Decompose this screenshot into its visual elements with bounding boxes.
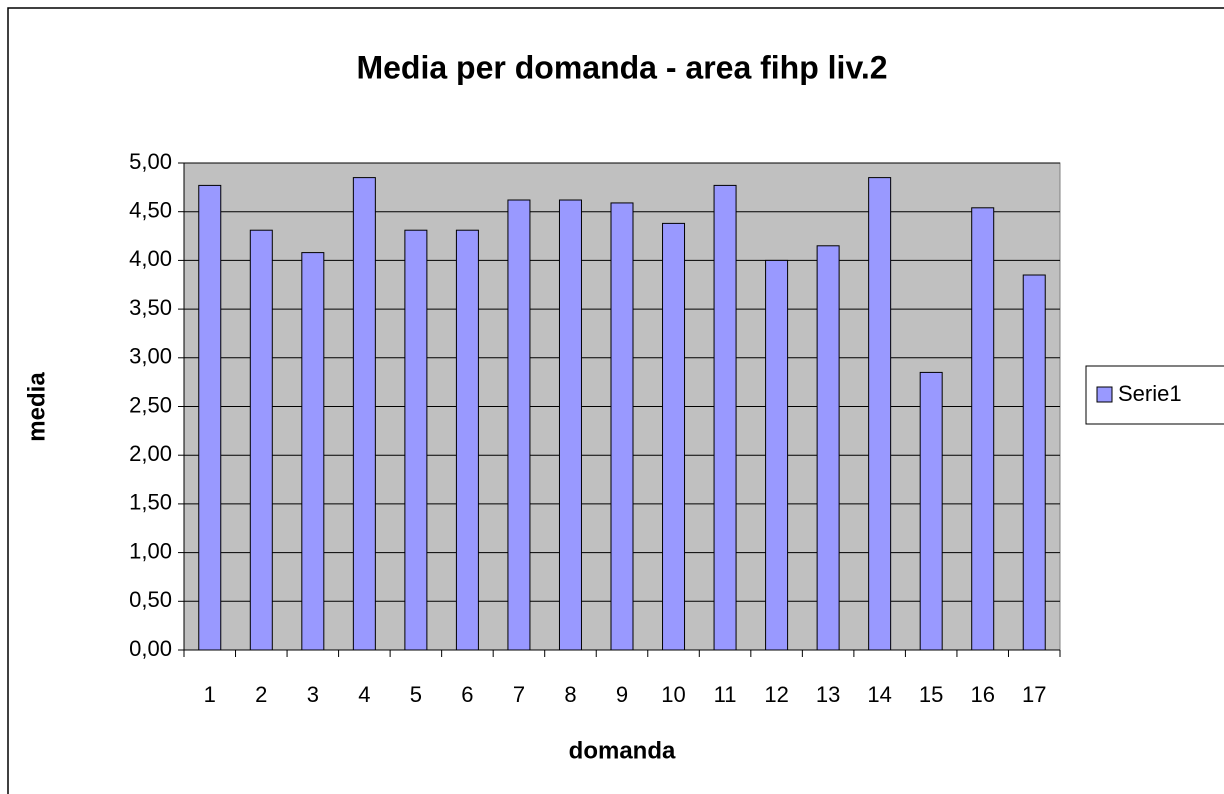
x-axis-label: domanda — [569, 737, 676, 764]
x-tick-label: 3 — [307, 682, 319, 707]
bar — [713, 184, 737, 651]
x-tick-label: 4 — [358, 682, 370, 707]
y-tick-label: 0,00 — [129, 636, 172, 661]
y-tick-label: 1,00 — [129, 538, 172, 563]
y-tick-label: 3,00 — [129, 344, 172, 369]
y-tick-label: 0,50 — [129, 587, 172, 612]
y-tick-label: 1,50 — [129, 490, 172, 515]
chart-title: Media per domanda - area fihp liv.2 — [356, 49, 887, 85]
x-tick-label: 8 — [564, 682, 576, 707]
bar — [816, 245, 840, 651]
bar — [971, 207, 995, 651]
y-tick-label: 4,00 — [129, 246, 172, 271]
x-tick-label: 1 — [204, 682, 216, 707]
y-tick-label: 2,50 — [129, 392, 172, 417]
bar — [301, 252, 325, 651]
x-tick-label: 9 — [616, 682, 628, 707]
legend-swatch — [1096, 386, 1113, 403]
bar — [558, 199, 582, 651]
bar — [919, 371, 943, 651]
bar — [765, 259, 789, 651]
bar — [662, 222, 686, 651]
y-tick-label: 5,00 — [129, 149, 172, 174]
y-tick-label: 3,50 — [129, 295, 172, 320]
x-tick-label: 15 — [919, 682, 943, 707]
x-tick-label: 5 — [410, 682, 422, 707]
bar — [610, 202, 634, 651]
x-tick-label: 16 — [970, 682, 994, 707]
bar — [507, 199, 531, 651]
y-tick-label: 4,50 — [129, 198, 172, 223]
bar — [455, 229, 479, 651]
legend-label: Serie1 — [1118, 381, 1182, 406]
y-tick-label: 2,00 — [129, 441, 172, 466]
bar — [198, 184, 222, 651]
x-tick-label: 12 — [764, 682, 788, 707]
bar — [249, 229, 273, 651]
x-tick-label: 10 — [661, 682, 685, 707]
x-tick-label: 2 — [255, 682, 267, 707]
x-tick-label: 7 — [513, 682, 525, 707]
bar — [352, 177, 376, 651]
x-tick-label: 14 — [867, 682, 891, 707]
x-tick-label: 6 — [461, 682, 473, 707]
y-axis-label: media — [23, 372, 50, 442]
x-tick-label: 13 — [816, 682, 840, 707]
bar — [868, 177, 892, 651]
bar — [404, 229, 428, 651]
x-tick-label: 11 — [714, 682, 737, 707]
x-tick-label: 17 — [1022, 682, 1046, 707]
bar — [1022, 274, 1046, 651]
